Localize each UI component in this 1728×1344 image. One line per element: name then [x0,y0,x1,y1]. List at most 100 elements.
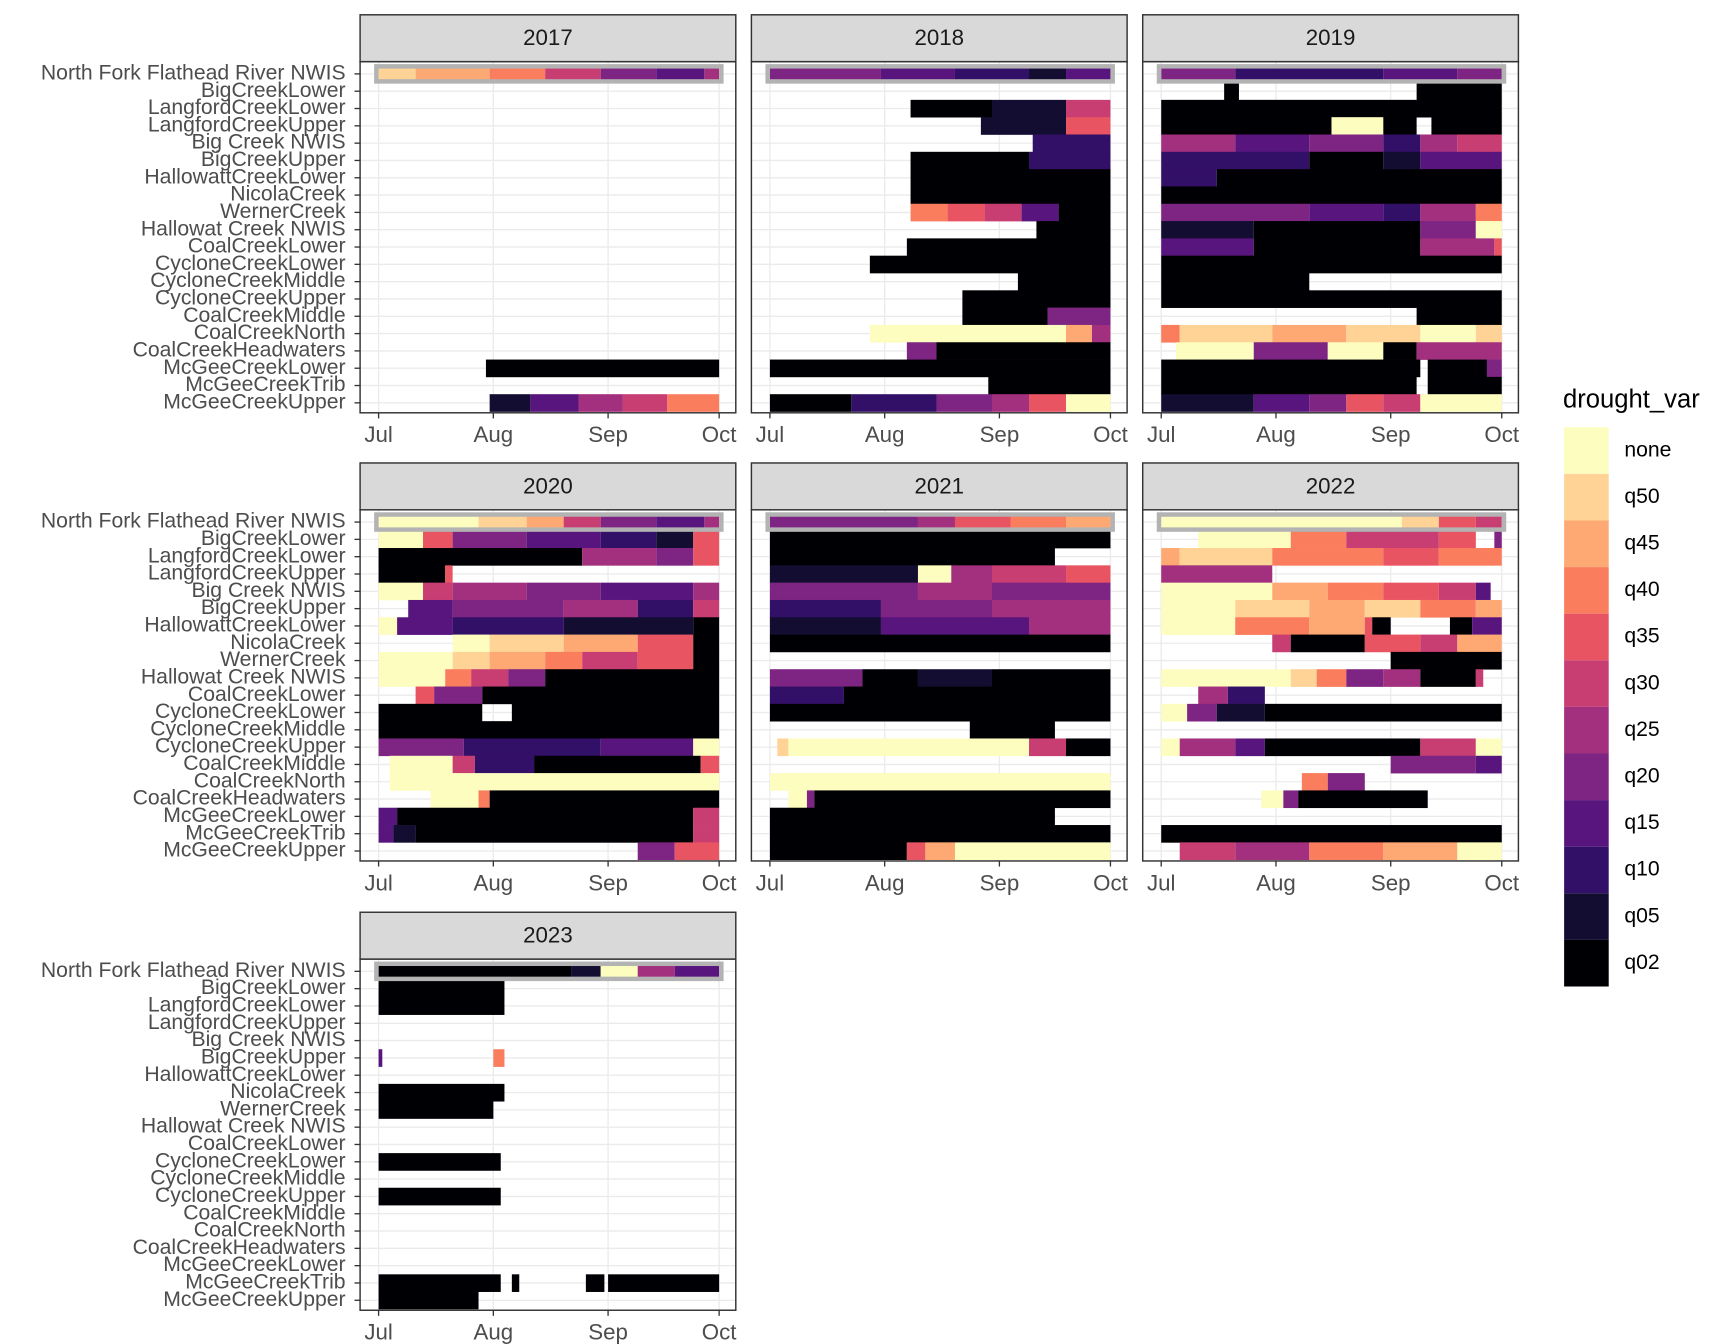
strip-title: 2021 [914,473,964,498]
legend-key [1564,706,1609,754]
tile [637,962,675,981]
tile [1161,376,1417,395]
tile [667,394,720,412]
tile [769,807,1055,826]
tile [704,513,720,532]
tile [1383,134,1421,153]
tile [378,738,464,757]
y-tick-label: Big Creek NWIS [191,1028,345,1051]
tile [1029,394,1067,412]
tile [1066,117,1111,135]
tile [600,65,657,83]
tile [1420,634,1458,653]
tile [1066,394,1111,412]
legend-label: q25 [1624,718,1659,741]
tile [378,979,505,998]
tile [1253,221,1421,239]
tile [1309,599,1365,618]
y-tick-label: CycloneCreekLower [155,252,346,275]
tile [906,342,937,360]
y-tick-label: WernerCreek [220,1097,346,1120]
tile [637,634,694,653]
legend-key [1564,660,1609,707]
y-tick-label: CycloneCreekLower [155,700,346,723]
reference-outline [374,961,724,982]
tile [674,962,720,981]
legend-key [1564,473,1609,521]
tile [452,530,527,549]
x-tick-label: Oct [1093,422,1128,447]
tile [1161,203,1310,222]
tile [1309,151,1384,170]
y-tick-label: McGeeCreekLower [163,1253,345,1276]
x-tick-label: Jul [364,870,392,895]
tile [378,703,483,722]
tile [378,1274,501,1292]
tile [656,65,705,83]
tile [1475,582,1491,601]
tile [980,117,1067,135]
tile [1161,548,1180,566]
tile [1161,324,1180,343]
tile [769,825,1111,843]
tile [693,807,720,826]
legend-label: q20 [1624,765,1659,788]
tile [378,1083,505,1102]
tile [1383,117,1417,135]
x-tick-label: Sep [588,870,628,895]
tile [471,669,509,687]
y-tick-label: HallowattCreekLower [144,165,345,188]
y-tick-label: BigCreekUpper [201,596,346,619]
tile [1264,738,1421,757]
tile [991,565,1067,583]
tile [563,634,638,653]
tile [917,513,955,532]
tile [1383,669,1421,687]
tile [693,651,720,670]
tile [1161,151,1310,170]
tile [1475,738,1502,757]
tile [563,599,638,618]
tile [1161,359,1421,378]
y-tick-label: McGeeCreekUpper [163,1288,345,1311]
tile [637,599,694,618]
tile [1161,272,1310,291]
tile [1309,203,1384,222]
tile [1309,394,1347,412]
tile [1029,65,1067,83]
tile [511,703,720,722]
tile [1309,134,1384,153]
tile [1475,669,1484,687]
tile [1272,634,1291,653]
tile [530,394,579,412]
tile [1372,617,1391,635]
tile [806,790,815,809]
tile [1309,842,1384,861]
y-tick-label: BigCreekUpper [201,1045,346,1068]
y-tick-label: McGeeCreekUpper [163,390,345,413]
tile [951,565,992,583]
tile [693,582,720,601]
tile [917,565,952,583]
legend-label: q45 [1624,531,1659,554]
tile [378,962,572,981]
tile [769,530,1111,549]
tile [869,324,1067,343]
x-tick-label: Aug [1256,422,1296,447]
tile [1290,669,1317,687]
tile [1036,221,1111,239]
tile [508,669,546,687]
tile [463,738,601,757]
tile [1176,342,1254,360]
tile [1047,307,1111,326]
tile [489,65,546,83]
tile [578,394,623,412]
tile [511,1274,520,1292]
tile [482,686,720,705]
tile [1235,134,1310,153]
tile [991,394,1030,412]
y-tick-label: CycloneCreekMiddle [150,717,345,740]
tile [1235,65,1384,83]
x-tick-label: Oct [1484,870,1519,895]
